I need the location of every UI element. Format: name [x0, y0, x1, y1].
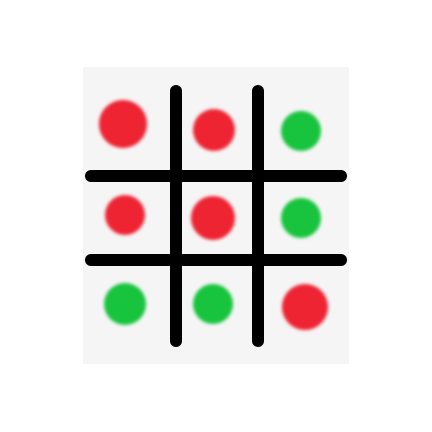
red-dot-icon: [105, 195, 145, 235]
red-dot-icon: [193, 109, 235, 151]
grid-line-vertical-1: [170, 85, 182, 347]
game-board: [83, 67, 349, 364]
grid-line-horizontal-2: [85, 254, 347, 266]
grid-line-horizontal-1: [85, 170, 347, 182]
red-dot-icon: [282, 284, 328, 330]
red-dot-icon: [191, 196, 235, 240]
green-dot-icon: [281, 111, 321, 151]
green-dot-icon: [193, 284, 233, 324]
red-dot-icon: [99, 100, 147, 148]
green-dot-icon: [104, 283, 146, 325]
green-dot-icon: [281, 198, 321, 238]
grid-line-vertical-2: [252, 85, 264, 347]
